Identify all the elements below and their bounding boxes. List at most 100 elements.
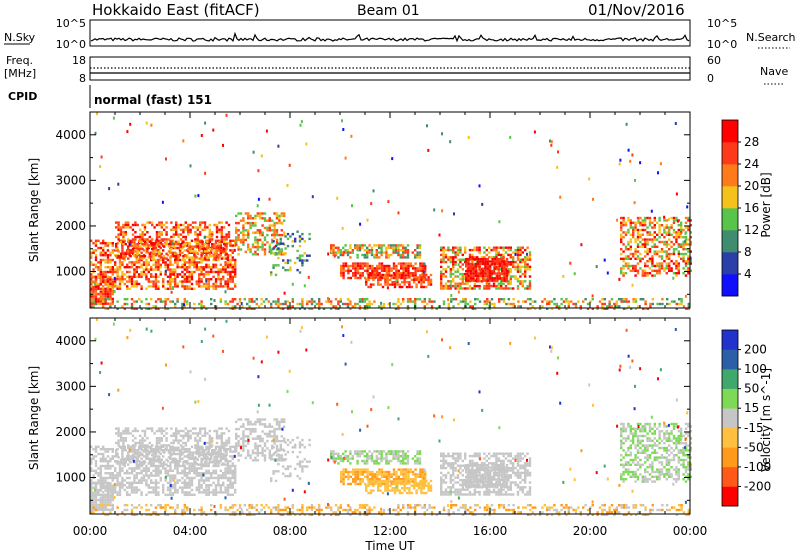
velocity-cell xyxy=(90,481,93,484)
velocity-cell xyxy=(263,454,267,457)
power-cell xyxy=(217,278,220,281)
power-cell xyxy=(134,223,137,227)
velocity-cell xyxy=(143,432,147,435)
power-cell xyxy=(152,280,155,283)
velocity-cell xyxy=(99,481,102,484)
power-cell xyxy=(505,274,509,278)
velocity-cell xyxy=(256,444,259,448)
power-cell xyxy=(418,244,422,247)
velocity-cell xyxy=(199,427,202,430)
velocity-cell xyxy=(251,451,255,455)
power-cell xyxy=(175,221,178,224)
power-cell xyxy=(130,275,134,278)
velocity-cell xyxy=(202,450,206,453)
power-cell xyxy=(397,272,400,275)
velocity-cell xyxy=(116,474,119,477)
power-cell xyxy=(308,300,311,303)
power-cell xyxy=(660,224,664,227)
power-cell xyxy=(172,233,175,236)
velocity-cell xyxy=(90,494,93,497)
power-cell xyxy=(366,264,369,268)
velocity-cell xyxy=(134,461,137,464)
velocity-cell xyxy=(208,446,211,449)
power-cell xyxy=(675,233,678,236)
power-cell xyxy=(303,252,306,255)
power-cell xyxy=(380,301,383,305)
velocity-cell xyxy=(181,486,184,489)
power-cell xyxy=(158,252,161,255)
velocity-cell xyxy=(99,472,102,475)
velocity-cell xyxy=(225,463,228,466)
power-cell xyxy=(627,228,630,232)
power-cell xyxy=(223,235,226,239)
power-cell xyxy=(370,253,374,257)
velocity-cell xyxy=(239,444,243,448)
power-cell xyxy=(212,270,215,274)
power-cell xyxy=(403,281,406,284)
power-cell xyxy=(273,236,276,239)
velocity-cell xyxy=(179,434,183,437)
velocity-cell xyxy=(181,457,184,460)
velocity-cell xyxy=(150,481,153,484)
power-cell xyxy=(114,261,117,264)
power-cell xyxy=(636,228,640,232)
power-cell xyxy=(642,298,645,301)
power-cell xyxy=(344,156,347,160)
power-cell xyxy=(658,269,661,272)
power-cell xyxy=(151,223,154,227)
power-cell xyxy=(430,305,434,308)
power-cell xyxy=(350,134,353,138)
power-cell xyxy=(278,214,281,218)
velocity-cell xyxy=(104,508,107,511)
power-cell xyxy=(670,226,673,229)
power-cell xyxy=(272,247,275,250)
power-cell xyxy=(325,300,328,303)
power-cell xyxy=(670,233,673,236)
power-cell xyxy=(208,228,211,231)
power-cell xyxy=(684,248,688,251)
power-cell xyxy=(361,272,364,275)
power-cell xyxy=(648,238,652,241)
power-cell xyxy=(388,264,391,268)
power-cell xyxy=(143,226,147,229)
power-cell xyxy=(359,274,362,277)
power-cell xyxy=(503,265,506,268)
velocity-cell xyxy=(128,467,131,470)
velocity-cell xyxy=(118,488,122,492)
power-cell xyxy=(113,276,116,280)
velocity-cell xyxy=(210,484,213,487)
power-cell xyxy=(391,157,394,161)
velocity-cell xyxy=(97,472,100,475)
power-cell xyxy=(483,256,486,259)
velocity-cell xyxy=(242,442,245,445)
power-cell xyxy=(649,302,652,306)
velocity-cell xyxy=(170,453,173,457)
power-cell xyxy=(130,244,134,247)
velocity-cell xyxy=(208,453,211,457)
velocity-cell xyxy=(222,474,225,477)
power-cell xyxy=(495,253,498,257)
velocity-cell xyxy=(202,491,206,494)
velocity-cell xyxy=(213,429,216,433)
power-cell xyxy=(116,242,119,245)
power-cell xyxy=(689,262,692,265)
power-cell xyxy=(226,287,230,290)
power-cell xyxy=(126,266,129,269)
power-cell xyxy=(639,161,642,165)
power-cell xyxy=(169,280,172,283)
velocity-cell xyxy=(163,463,166,466)
velocity-cell xyxy=(104,460,107,463)
velocity-cell xyxy=(268,454,271,457)
power-cell xyxy=(231,275,234,278)
power-cell xyxy=(430,300,434,303)
power-cell xyxy=(480,256,484,259)
power-cell xyxy=(374,276,377,279)
power-cell xyxy=(659,162,662,166)
power-cell xyxy=(199,221,202,224)
power-cell xyxy=(509,253,512,257)
power-cell xyxy=(122,257,125,260)
power-cell xyxy=(364,262,367,265)
velocity-cell xyxy=(247,420,250,424)
power-cell xyxy=(452,248,455,252)
power-cell xyxy=(471,263,474,266)
